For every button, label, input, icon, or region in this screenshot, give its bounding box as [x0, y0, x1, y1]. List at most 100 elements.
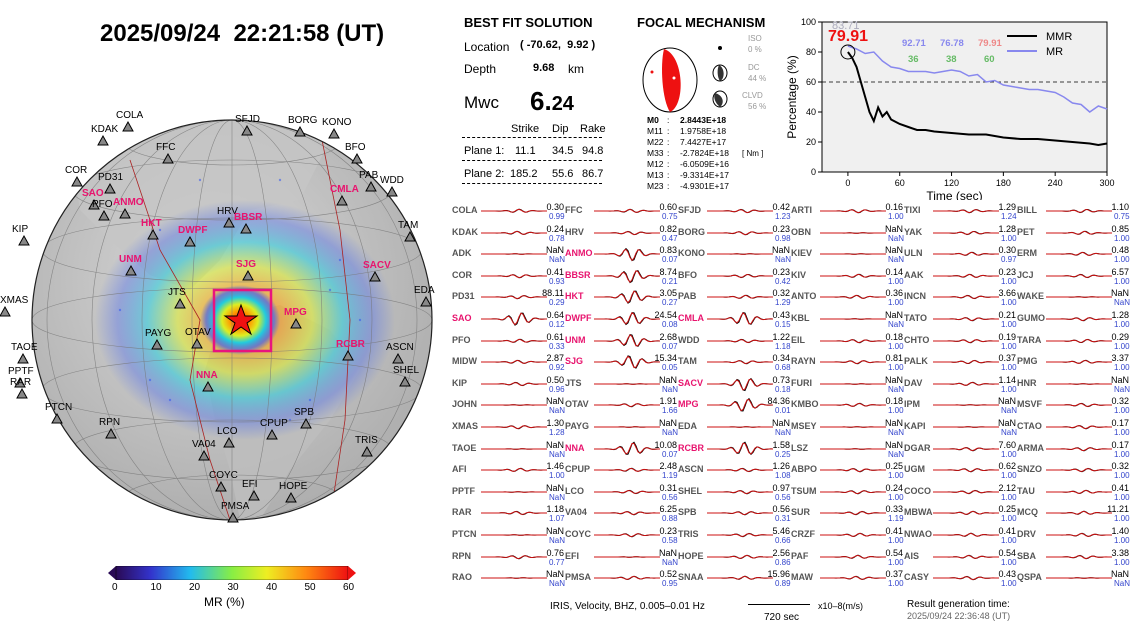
waveform-variance: NaN: [1001, 406, 1018, 416]
waveform-trace: [707, 575, 773, 581]
station-label-tam: TAM: [398, 220, 419, 231]
waveform-station-kono: KONO: [678, 248, 705, 259]
moment-sep: :: [667, 115, 670, 125]
moment-sep: :: [667, 181, 670, 191]
waveform-amplitude: 1.30: [546, 418, 564, 428]
beachball: [642, 47, 698, 113]
station-map: [0, 119, 433, 523]
station-marker-icon: [399, 375, 411, 387]
station-marker-icon: [16, 387, 28, 399]
waveform-amplitude: 0.32: [1111, 396, 1129, 407]
moment-key: M12: [647, 159, 664, 169]
waveform-station-cpup: CPUP: [565, 464, 591, 475]
station-marker-icon: [162, 152, 174, 164]
waveform-trace: [707, 398, 773, 412]
waveform-variance: 0.56: [662, 492, 678, 502]
plane2-rake: 86.7: [582, 168, 604, 180]
station-marker-icon: [151, 338, 163, 350]
station-marker-icon: [202, 380, 214, 392]
waveform-station-ascn: ASCN: [678, 464, 704, 475]
waveform-variance: 0.12: [549, 320, 565, 329]
waveform-amplitude: 0.43: [772, 310, 790, 320]
waveform-amplitude: 0.97: [772, 482, 790, 493]
waveform-variance: 0.86: [775, 557, 791, 567]
waveform-amplitude: NaN: [884, 374, 903, 385]
waveform-amplitude: 0.30: [998, 245, 1016, 256]
waveform-station-coyc: COYC: [565, 529, 592, 539]
waveform-amplitude: 0.41: [885, 526, 903, 536]
waveform-variance: 1.00: [1114, 557, 1130, 567]
waveform-trace: [481, 338, 547, 343]
waveform-amplitude: 0.18: [885, 396, 903, 407]
waveform-amplitude: 1.46: [546, 461, 564, 472]
station-label-jts: JTS: [168, 287, 186, 298]
station-label-va04: VA04: [192, 439, 216, 450]
waveform-station-kiv: KIV: [791, 269, 807, 280]
waveform-variance: NaN: [549, 406, 566, 416]
waveform-variance: NaN: [775, 255, 792, 265]
waveform-amplitude: 0.37: [998, 353, 1016, 364]
waveform-amplitude: 3.37: [1111, 353, 1129, 364]
waveform-amplitude: 0.83: [659, 245, 677, 256]
waveform-trace: [1046, 273, 1112, 278]
waveform-trace: [594, 230, 660, 235]
station-label-kono: KONO: [322, 117, 352, 128]
station-label-rcbr: RCBR: [336, 339, 365, 350]
footer-scale: 720 sec: [764, 612, 800, 623]
waveform-station-snzo: SNZO: [1017, 464, 1043, 475]
waveform-trace: [933, 317, 999, 322]
waveform-station-paf: PAF: [791, 550, 809, 561]
waveform-amplitude: 0.32: [772, 288, 790, 299]
waveform-trace: [594, 269, 660, 284]
waveform-amplitude: 6.57: [1111, 266, 1129, 277]
station-label-ptcn: PTCN: [45, 402, 73, 413]
waveform-variance: 0.99: [549, 212, 565, 221]
station-label-ffc: FFC: [156, 142, 176, 153]
waveform-variance: 0.58: [662, 536, 678, 545]
waveform-amplitude: NaN: [545, 569, 564, 580]
moment-unit: [ Nm ]: [742, 149, 764, 158]
waveform-station-midw: MIDW: [452, 356, 477, 367]
magnitude-int: 6.: [530, 86, 552, 116]
waveform-variance: NaN: [549, 255, 566, 265]
waveform-amplitude: 0.23: [659, 526, 677, 536]
waveform-trace: [933, 576, 999, 581]
station-marker-icon: [336, 194, 348, 206]
waveform-station-snaa: SNAA: [678, 572, 704, 583]
waveform-variance: 0.01: [775, 406, 791, 416]
waveform-amplitude: 0.23: [772, 266, 790, 277]
station-marker-icon: [105, 427, 117, 439]
iso-label: ISO: [748, 34, 762, 43]
station-label-rpn: RPN: [99, 417, 121, 428]
station-label-pptf: PPTF: [8, 366, 34, 377]
waveform-trace: [481, 312, 547, 326]
waveform-amplitude: 0.19: [998, 331, 1016, 342]
waveform-variance: 1.23: [775, 212, 791, 221]
waveform-amplitude: NaN: [545, 482, 564, 493]
colorbar: [108, 566, 356, 580]
waveform-amplitude: 1.22: [772, 331, 790, 342]
waveform-station-bfo: BFO: [678, 269, 697, 280]
waveform-trace: [707, 532, 773, 538]
waveform-variance: 0.88: [662, 514, 678, 524]
station-label-shel: SHEL: [393, 365, 420, 376]
waveform-station-maw: MAW: [791, 572, 813, 583]
waveform-trace: [820, 511, 886, 516]
waveform-station-nwao: NWAO: [904, 529, 932, 539]
iso-value: 0 %: [748, 45, 762, 54]
waveform-amplitude: NaN: [884, 310, 903, 320]
moment-key: M23: [647, 181, 664, 191]
station-label-sacv: SACV: [363, 260, 391, 271]
footer-source: IRIS, Velocity, BHZ, 0.005–0.01 Hz: [550, 601, 705, 612]
y-tick-label: 40: [806, 107, 816, 117]
waveform-station-crzf: CRZF: [791, 529, 815, 539]
waveform-variance: NaN: [775, 428, 792, 437]
waveform-amplitude: 0.30: [546, 202, 564, 212]
waveform-variance: 1.24: [1001, 212, 1017, 221]
waveform-station-nna: NNA: [565, 442, 585, 453]
waveform-variance: 0.07: [662, 449, 678, 459]
dc-value: 44 %: [748, 74, 767, 83]
waveform-station-eda: EDA: [678, 421, 698, 431]
station-label-kip: KIP: [12, 224, 29, 235]
station-marker-icon: [18, 234, 30, 246]
